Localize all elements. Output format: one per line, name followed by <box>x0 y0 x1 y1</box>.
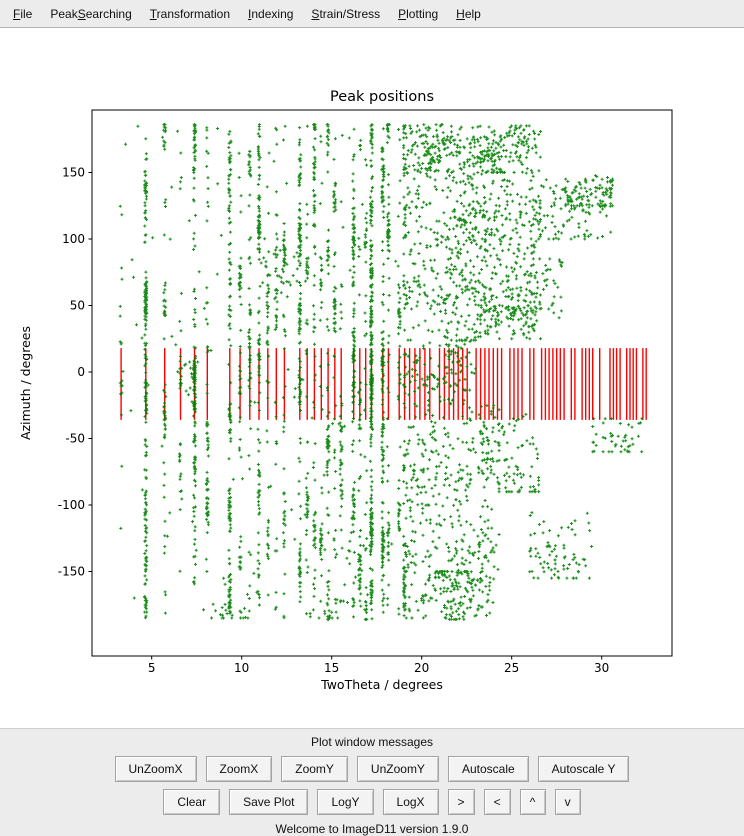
save-plot-button[interactable]: Save Plot <box>229 789 309 815</box>
autoscale-button[interactable]: Autoscale <box>447 756 529 782</box>
observed-peaks-scatter <box>118 123 644 621</box>
status-text: Welcome to ImageD11 version 1.9.0 <box>275 822 469 836</box>
button-row-2: Clear Save Plot LogY LogX > < ^ v <box>163 789 581 815</box>
y-tick-label: -50 <box>65 432 85 446</box>
plot-messages-panel: Plot window messages UnZoomX ZoomX ZoomY Un… <box>0 728 744 836</box>
menu-item-plotting[interactable]: Plotting <box>398 6 439 21</box>
panel-title: Plot window messages <box>310 735 434 749</box>
y-tick-label: 150 <box>62 166 85 180</box>
menu-item-indexing[interactable]: Indexing <box>248 6 294 21</box>
menu-item-strain-stress[interactable]: Strain/Stress <box>311 6 381 21</box>
button-row-1: UnZoomX ZoomX ZoomY UnZoomY Autoscale Autosca… <box>114 756 630 782</box>
menu-item-help[interactable]: Help <box>456 6 481 21</box>
figure-title: Peak positions <box>330 89 434 105</box>
clear-button[interactable]: Clear <box>163 789 221 815</box>
x-tick-label: 30 <box>594 661 609 675</box>
pan-up-button[interactable]: ^ <box>519 789 546 815</box>
menu-item-peaksearching[interactable]: PeakSearching <box>50 6 132 21</box>
plot-canvas-area: 5 10 15 20 25 30 150 100 50 0 -50 -100 -150 Peak posi… <box>0 28 744 728</box>
x-tick-label: 20 <box>414 661 429 675</box>
y-tick-label: -100 <box>58 498 85 512</box>
x-tick-label: 25 <box>504 661 519 675</box>
plot-border <box>91 109 673 657</box>
y-tick-label: 100 <box>62 232 85 246</box>
logx-button[interactable]: LogX <box>382 789 439 815</box>
x-tick-label: 15 <box>324 661 339 675</box>
x-tick-label: 5 <box>148 661 156 675</box>
pan-down-button[interactable]: v <box>554 789 581 815</box>
y-tick-label: -150 <box>58 565 85 579</box>
x-tick-label: 10 <box>234 661 249 675</box>
pan-right-button[interactable]: > <box>447 789 475 815</box>
zoomx-button[interactable]: ZoomX <box>205 756 273 782</box>
peak-positions-plot[interactable]: 5 10 15 20 25 30 150 100 50 0 -50 -100 -150 Peak posi… <box>0 28 744 728</box>
logy-button[interactable]: LogY <box>317 789 374 815</box>
axes: 5 10 15 20 25 30 150 100 50 0 -50 -100 -150 Peak posi… <box>18 89 673 692</box>
x-axis-label: TwoTheta / degrees <box>320 677 443 692</box>
autoscale-y-button[interactable]: Autoscale Y <box>537 756 630 782</box>
y-axis-label: Azimuth / degrees <box>18 326 33 440</box>
pan-left-button[interactable]: < <box>483 789 511 815</box>
unzoomy-button[interactable]: UnZoomY <box>356 756 439 782</box>
zoomy-button[interactable]: ZoomY <box>281 756 348 782</box>
y-tick-label: 0 <box>77 365 85 379</box>
computed-peaks-vlines <box>120 348 647 420</box>
menubar: File PeakSearching Transformation Indexing S… <box>0 0 744 28</box>
menu-item-file[interactable]: File <box>13 6 33 21</box>
menu-item-transformation[interactable]: Transformation <box>149 6 231 21</box>
unzoomx-button[interactable]: UnZoomX <box>114 756 197 782</box>
y-tick-label: 50 <box>70 299 85 313</box>
